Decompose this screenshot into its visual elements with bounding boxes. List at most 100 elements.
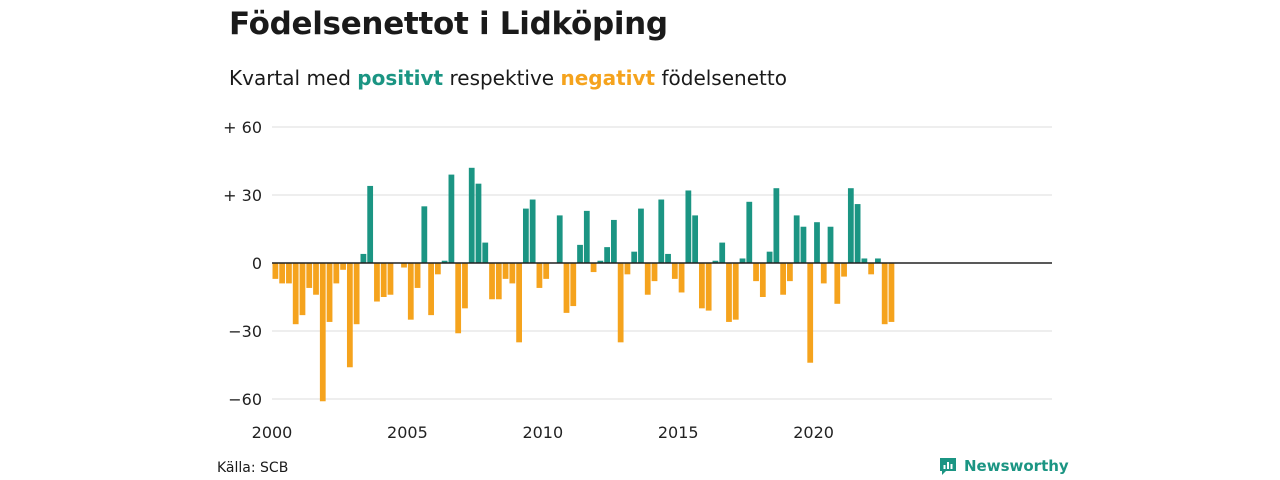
bar	[509, 263, 516, 284]
subtitle-positive: positivt	[357, 66, 444, 90]
bar	[570, 263, 577, 307]
bar	[407, 263, 414, 320]
bar	[739, 258, 746, 263]
bar	[597, 260, 604, 263]
bar	[577, 244, 583, 263]
bar	[495, 263, 502, 300]
brand-name: Newsworthy	[964, 457, 1069, 475]
bar	[367, 185, 374, 263]
bar	[807, 263, 814, 363]
x-tick-label: 2005	[387, 423, 428, 442]
bar	[401, 263, 407, 268]
bar	[678, 263, 685, 293]
bar	[516, 263, 522, 343]
bar	[814, 222, 820, 263]
bar	[421, 206, 428, 263]
bar	[841, 263, 847, 277]
bar	[651, 263, 658, 282]
bar	[306, 263, 313, 288]
bar	[326, 263, 333, 322]
chart-logo-icon	[940, 458, 956, 475]
bar	[644, 263, 651, 295]
bar	[617, 263, 624, 343]
bar	[536, 263, 543, 288]
bar	[800, 226, 807, 263]
subtitle-suffix: födelsenetto	[655, 66, 787, 90]
brand-logo: Newsworthy	[938, 456, 1069, 476]
y-tick-label: −30	[228, 322, 262, 341]
bar	[380, 263, 387, 297]
bar	[462, 263, 468, 309]
bar	[726, 263, 732, 322]
bar	[719, 242, 726, 263]
bar	[279, 263, 286, 284]
y-tick-label: 0	[252, 254, 262, 273]
bar	[292, 263, 299, 325]
bar	[692, 215, 699, 263]
chart-subtitle: Kvartal med positivt respektive negativt…	[229, 66, 787, 90]
bar	[414, 263, 421, 288]
bar	[563, 263, 570, 313]
bar	[834, 263, 841, 304]
y-tick-label: + 60	[223, 118, 262, 137]
bar	[624, 263, 631, 275]
bar	[732, 263, 739, 320]
bar	[286, 263, 292, 284]
bar	[881, 263, 888, 325]
bar	[820, 263, 827, 284]
bar	[658, 199, 665, 263]
chart-title: Födelsenettot i Lidköping	[229, 6, 668, 42]
bar	[313, 263, 319, 295]
bar	[854, 204, 861, 263]
bar	[753, 263, 759, 282]
bar	[671, 263, 678, 279]
bar	[583, 210, 590, 263]
bar	[360, 253, 367, 263]
bar	[489, 263, 495, 300]
subtitle-prefix: Kvartal med	[229, 66, 358, 90]
x-tick-label: 2020	[793, 423, 834, 442]
bar	[333, 263, 340, 284]
bar	[475, 183, 482, 263]
bar	[590, 263, 597, 273]
bar	[272, 263, 279, 279]
bar	[638, 208, 644, 263]
bar	[319, 263, 326, 402]
y-tick-label: + 30	[223, 186, 262, 205]
bar	[759, 263, 766, 297]
bar-layer	[272, 167, 895, 402]
bar	[604, 247, 610, 263]
bar	[441, 260, 448, 263]
bar	[522, 208, 529, 263]
bar	[631, 251, 638, 263]
bar	[780, 263, 787, 295]
bar	[556, 215, 563, 263]
bar	[529, 199, 536, 263]
bar	[665, 253, 671, 263]
bar	[611, 219, 617, 263]
x-tick-label: 2015	[658, 423, 699, 442]
y-tick-label: −60	[228, 390, 262, 409]
bar	[543, 263, 550, 279]
bar	[773, 188, 780, 263]
bar	[712, 260, 719, 263]
bar	[875, 258, 881, 263]
x-tick-label: 2000	[252, 423, 293, 442]
bar	[699, 263, 705, 309]
bar	[353, 263, 360, 325]
bar	[685, 190, 692, 263]
bar	[746, 201, 753, 263]
bar	[827, 226, 834, 263]
bar	[448, 174, 455, 263]
bar	[374, 263, 380, 302]
subtitle-middle: respektive	[443, 66, 561, 90]
bar	[434, 263, 441, 275]
bar	[847, 188, 854, 263]
bar	[482, 242, 489, 263]
bar	[861, 258, 868, 263]
bar	[888, 263, 895, 322]
bar	[787, 263, 793, 282]
bar	[705, 263, 712, 311]
bar	[766, 251, 773, 263]
